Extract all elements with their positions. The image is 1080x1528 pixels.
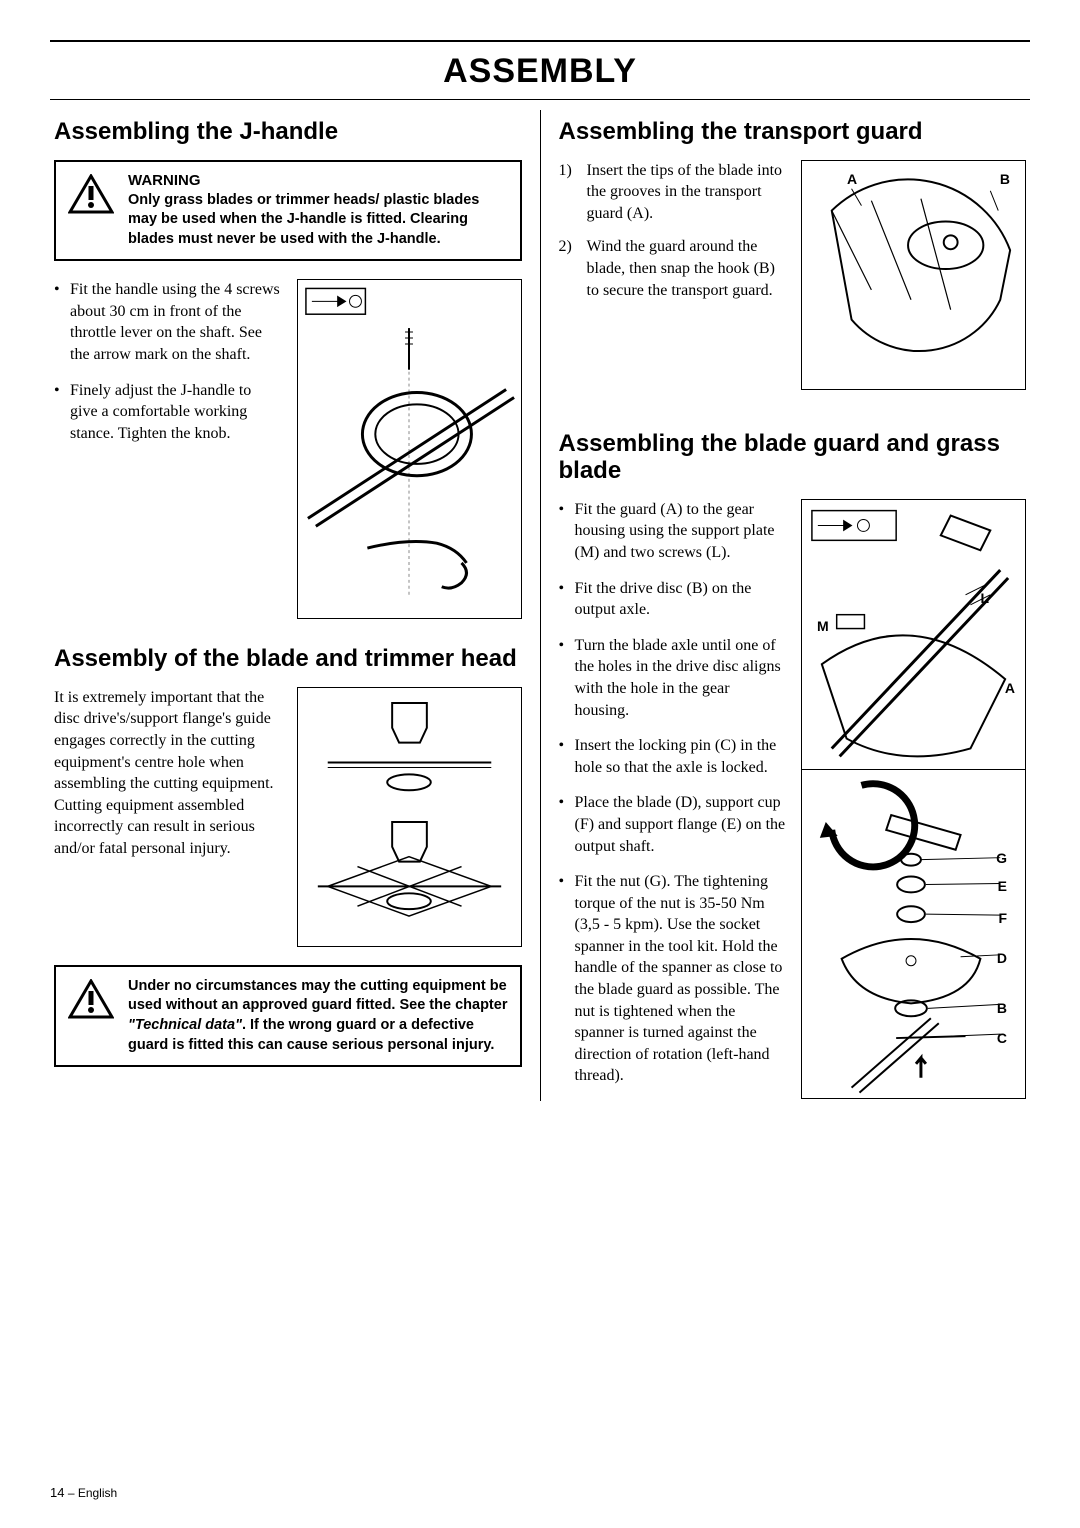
- blade-guard-bullets: Fit the guard (A) to the gear housing us…: [559, 499, 788, 1087]
- num-item-text: Wind the guard around the blade, then sn…: [587, 238, 775, 298]
- fig-label-d: D: [997, 950, 1007, 966]
- transport-numlist-wrap: 1)Insert the tips of the blade into the …: [559, 160, 788, 314]
- page-number: 14: [50, 1485, 64, 1500]
- blade-trimmer-para: It is extremely important that the disc …: [54, 687, 283, 860]
- list-item: 2)Wind the guard around the blade, then …: [559, 236, 788, 301]
- left-column: Assembling the J-handle WARNING Only gra…: [50, 110, 540, 1101]
- blade-guard-bullets-wrap: Fit the guard (A) to the gear housing us…: [559, 499, 788, 1101]
- heading-j-handle: Assembling the J-handle: [54, 118, 522, 146]
- title-bottom-rule: [50, 99, 1030, 100]
- fig-label-a: A: [847, 171, 857, 187]
- warning2-pre: Under no circumstances may the cutting e…: [128, 978, 507, 1014]
- figure-blade-guard-bottom: G E F D B C: [801, 769, 1026, 1099]
- warning-box-1: WARNING Only grass blades or trimmer hea…: [54, 160, 522, 262]
- warning-heading: WARNING: [128, 172, 508, 189]
- transport-numlist: 1)Insert the tips of the blade into the …: [559, 160, 788, 302]
- warning-box-2: Under no circumstances may the cutting e…: [54, 965, 522, 1067]
- list-item: 1)Insert the tips of the blade into the …: [559, 160, 788, 225]
- fig-label-c: C: [997, 1030, 1007, 1046]
- figure-blade-guard-top: L M A: [801, 499, 1026, 769]
- fig-label-a2: A: [1005, 680, 1015, 696]
- heading-blade-trimmer: Assembly of the blade and trimmer head: [54, 645, 522, 673]
- jhandle-diagram-svg: [298, 280, 521, 618]
- list-item: Finely adjust the J-handle to give a com…: [54, 380, 283, 445]
- list-item: Fit the handle using the 4 screws about …: [54, 279, 283, 365]
- list-item: Fit the drive disc (B) on the output axl…: [559, 578, 788, 621]
- footer-lang: – English: [68, 1486, 117, 1500]
- figure-blade-trimmer: [297, 687, 522, 947]
- warning2-em: "Technical data": [128, 1017, 242, 1033]
- jhandle-bullets: Fit the handle using the 4 screws about …: [54, 279, 283, 444]
- list-item: Fit the guard (A) to the gear housing us…: [559, 499, 788, 564]
- warning-text-1: Only grass blades or trimmer heads/ plas…: [128, 191, 508, 250]
- fig-label-f: F: [998, 910, 1007, 926]
- columns: Assembling the J-handle WARNING Only gra…: [50, 110, 1030, 1101]
- jhandle-bullets-wrap: Fit the handle using the 4 screws about …: [54, 279, 283, 458]
- page-title: ASSEMBLY: [50, 46, 1030, 99]
- blade-trimmer-row: It is extremely important that the disc …: [54, 687, 522, 947]
- fig-label-g: G: [996, 850, 1007, 866]
- blade-guard-figs: L M A: [801, 499, 1026, 1099]
- blade-guard-bottom-svg: [802, 770, 1025, 1098]
- right-column: Assembling the transport guard 1)Insert …: [540, 110, 1031, 1101]
- list-item: Fit the nut (G). The tightening torque o…: [559, 871, 788, 1087]
- list-item: Turn the blade axle until one of the hol…: [559, 635, 788, 721]
- heading-blade-guard: Assembling the blade guard and grass bla…: [559, 430, 1027, 485]
- heading-transport-guard: Assembling the transport guard: [559, 118, 1027, 146]
- figure-j-handle: [297, 279, 522, 619]
- fig-label-l: L: [980, 590, 989, 606]
- blade-trimmer-svg: [298, 688, 521, 946]
- page-footer: 14 – English: [50, 1485, 117, 1500]
- figure-transport-guard: A B: [801, 160, 1026, 390]
- jhandle-text-fig: Fit the handle using the 4 screws about …: [54, 279, 522, 619]
- fig-label-b2: B: [997, 1000, 1007, 1016]
- blade-guard-row: Fit the guard (A) to the gear housing us…: [559, 499, 1027, 1101]
- warning-icon: [68, 174, 114, 219]
- list-item: Place the blade (D), support cup (F) and…: [559, 792, 788, 857]
- warning-icon: [68, 979, 114, 1024]
- fig-label-b: B: [1000, 171, 1010, 187]
- blade-guard-top-svg: [802, 500, 1025, 769]
- top-rule: [50, 40, 1030, 42]
- transport-row: 1)Insert the tips of the blade into the …: [559, 160, 1027, 390]
- transport-guard-svg: [802, 161, 1025, 389]
- warning-text-wrap: WARNING Only grass blades or trimmer hea…: [128, 172, 508, 250]
- num-item-text: Insert the tips of the blade into the gr…: [587, 162, 783, 222]
- fig-label-e: E: [998, 878, 1007, 894]
- warning-text-2: Under no circumstances may the cutting e…: [128, 977, 508, 1055]
- list-item: Insert the locking pin (C) in the hole s…: [559, 735, 788, 778]
- fig-label-m: M: [817, 618, 829, 634]
